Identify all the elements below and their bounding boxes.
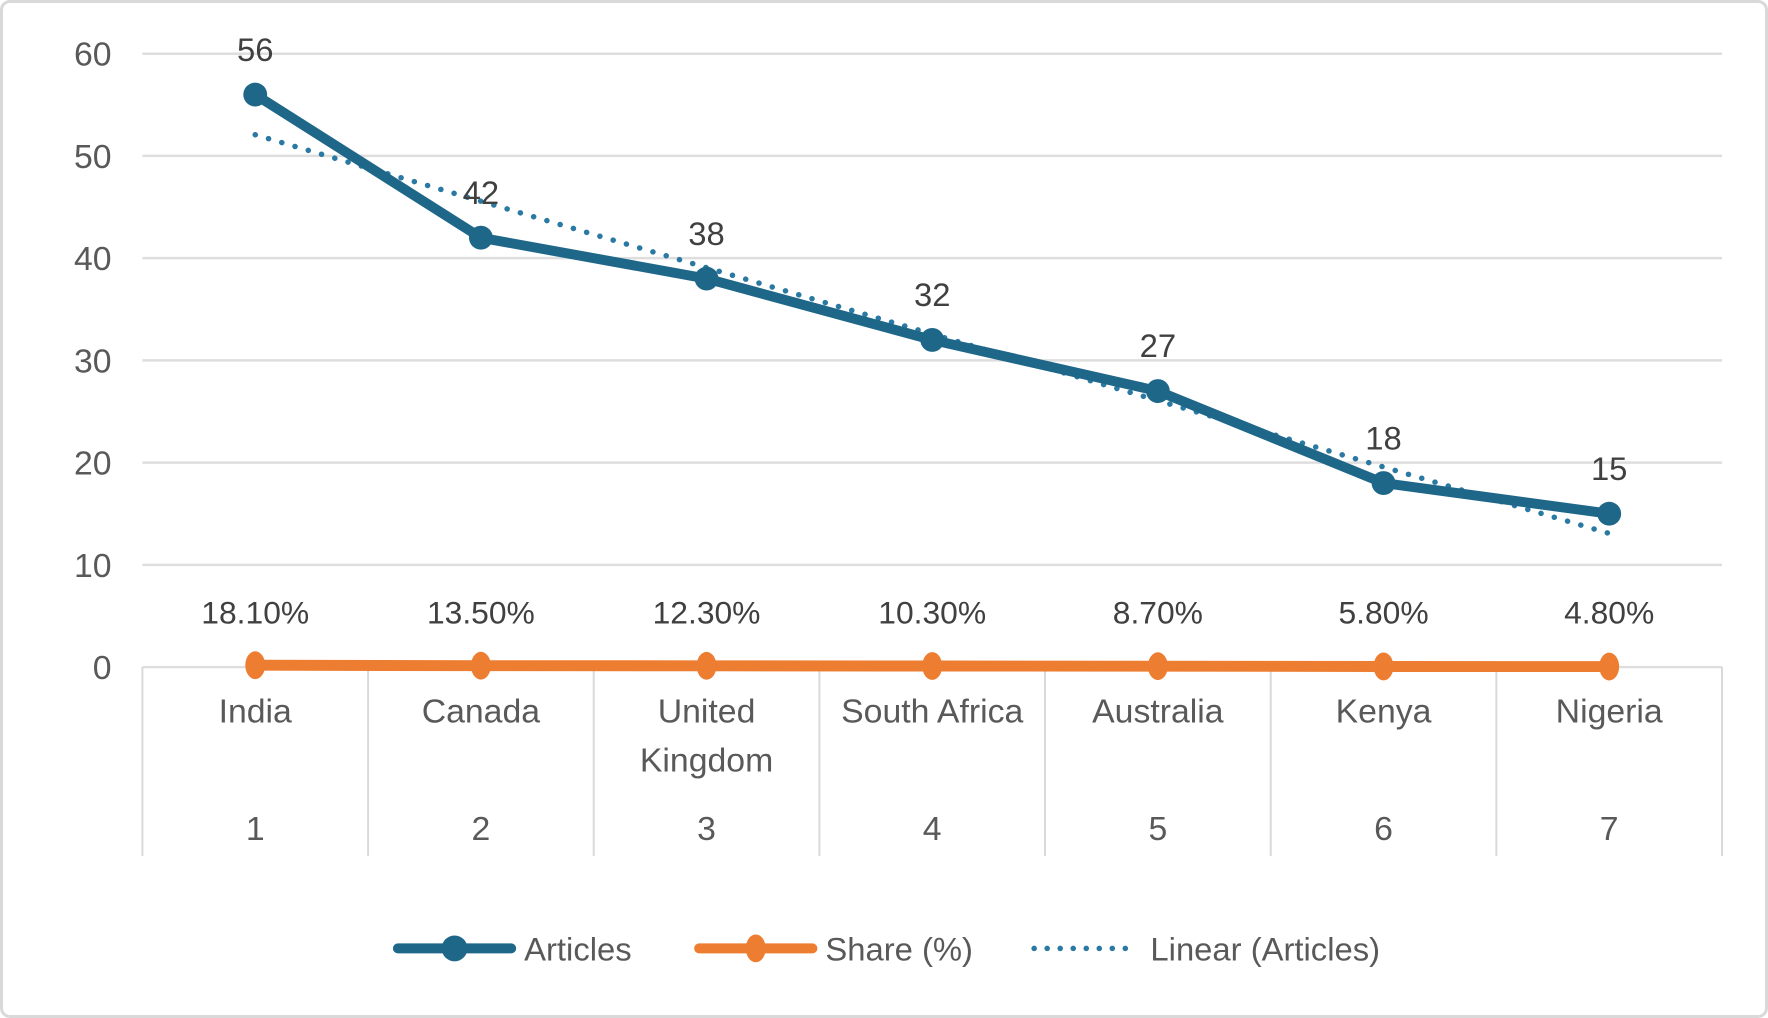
category-label: Nigeria: [1556, 693, 1663, 731]
y-axis-tick-label: 30: [74, 342, 112, 380]
category-index-label: 1: [246, 810, 265, 848]
y-axis-tick-label: 50: [74, 138, 112, 176]
share-marker: [470, 651, 491, 680]
category-index-label: 5: [1148, 810, 1167, 848]
y-axis-tick-label: 20: [74, 445, 112, 483]
articles-data-label: 38: [688, 215, 724, 252]
articles-data-label: 15: [1591, 450, 1627, 487]
share-marker: [245, 651, 266, 680]
legend-label-share: Share (%): [825, 930, 973, 967]
share-data-label: 10.30%: [878, 594, 986, 630]
category-index-label: 2: [471, 810, 490, 848]
share-marker: [1599, 652, 1620, 681]
legend-label-articles: Articles: [524, 930, 632, 967]
y-axis-tick-label: 0: [93, 649, 112, 687]
articles-marker: [468, 225, 493, 250]
share-data-label: 12.30%: [653, 594, 761, 630]
legend-label-linear: Linear (Articles): [1150, 930, 1380, 967]
share-data-label: 5.80%: [1338, 594, 1428, 630]
category-index-label: 6: [1374, 810, 1393, 848]
share-marker: [922, 652, 943, 680]
category-label: South Africa: [841, 693, 1023, 731]
share-data-label: 8.70%: [1113, 594, 1203, 630]
articles-marker: [1145, 379, 1170, 403]
legend-share-swatch-marker: [745, 934, 766, 963]
category-index-label: 7: [1600, 810, 1619, 848]
category-label: Australia: [1092, 693, 1224, 731]
articles-data-label: 18: [1365, 419, 1401, 456]
share-marker: [1373, 652, 1394, 681]
y-axis-tick-label: 60: [74, 36, 112, 74]
category-label: Kingdom: [640, 741, 773, 779]
articles-data-label: 56: [237, 31, 273, 68]
articles-data-label: 42: [463, 174, 499, 211]
articles-marker: [1371, 471, 1396, 495]
share-data-label: 13.50%: [427, 594, 535, 630]
articles-data-label: 32: [914, 276, 950, 313]
share-data-label: 4.80%: [1564, 594, 1654, 630]
articles-marker: [920, 328, 945, 352]
share-marker: [696, 651, 717, 680]
articles-marker: [243, 82, 268, 107]
category-index-label: 3: [697, 810, 716, 848]
y-axis-tick-label: 40: [74, 240, 112, 278]
y-axis-tick-label: 10: [74, 547, 112, 585]
category-index-label: 4: [923, 810, 942, 848]
share-marker: [1147, 652, 1168, 681]
chart-canvas: 0 10 20 30 40 50 60 18.10% 13.50% 12.30% 10.30% 8.7…: [74, 31, 1724, 967]
articles-marker: [1597, 501, 1622, 526]
legend-articles-swatch-marker: [441, 935, 468, 962]
share-data-label: 18.10%: [201, 594, 309, 630]
articles-data-label: 27: [1140, 327, 1176, 364]
category-label: Canada: [422, 693, 541, 731]
category-label: United: [658, 693, 756, 731]
category-label: Kenya: [1336, 693, 1432, 731]
category-label: India: [219, 693, 292, 731]
articles-marker: [694, 266, 719, 291]
